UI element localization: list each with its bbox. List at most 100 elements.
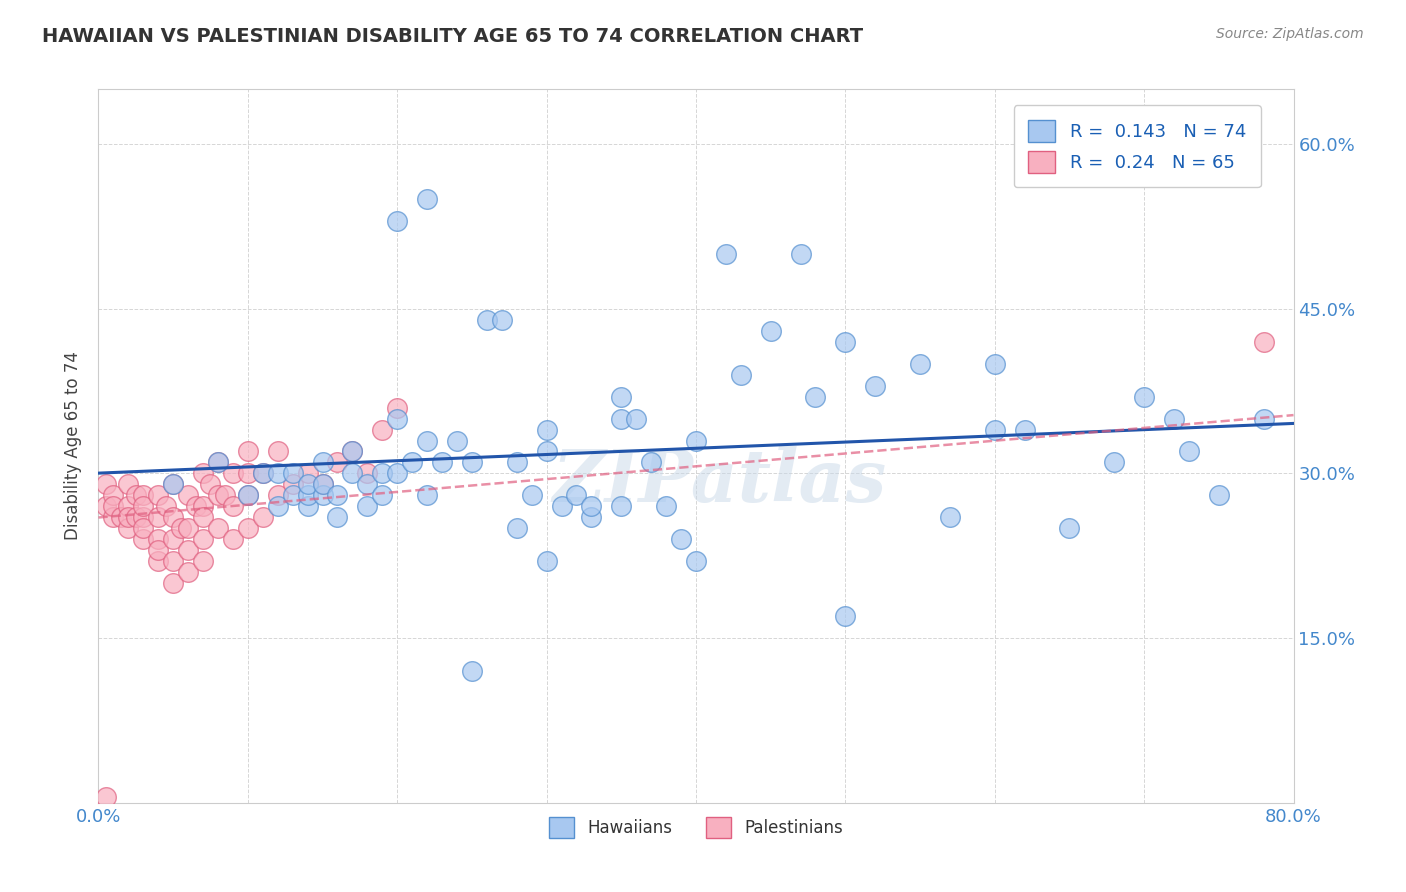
Point: [342, 444, 364, 458]
Point: [385, 467, 409, 481]
Point: [581, 510, 603, 524]
Legend: Hawaiians, Palestinians: Hawaiians, Palestinians: [543, 811, 849, 845]
Point: [1104, 455, 1126, 469]
Point: [446, 434, 468, 448]
Point: [162, 477, 184, 491]
Point: [177, 521, 200, 535]
Point: [132, 488, 155, 502]
Point: [177, 543, 200, 558]
Point: [1133, 390, 1156, 404]
Point: [222, 533, 245, 547]
Point: [655, 500, 678, 514]
Point: [1059, 521, 1081, 535]
Point: [125, 488, 148, 502]
Point: [550, 500, 572, 514]
Point: [311, 455, 333, 469]
Point: [371, 467, 394, 481]
Point: [1253, 334, 1275, 349]
Point: [94, 790, 117, 805]
Point: [214, 488, 236, 502]
Point: [103, 488, 125, 502]
Point: [356, 477, 378, 491]
Text: Source: ZipAtlas.com: Source: ZipAtlas.com: [1216, 27, 1364, 41]
Point: [117, 477, 139, 491]
Point: [281, 488, 304, 502]
Point: [236, 467, 259, 481]
Point: [162, 533, 184, 547]
Point: [311, 477, 333, 491]
Point: [311, 488, 333, 502]
Point: [326, 510, 349, 524]
Point: [207, 488, 229, 502]
Point: [184, 500, 207, 514]
Point: [191, 554, 214, 568]
Point: [297, 488, 319, 502]
Point: [177, 488, 200, 502]
Point: [536, 444, 558, 458]
Point: [326, 488, 349, 502]
Point: [132, 500, 155, 514]
Point: [162, 477, 184, 491]
Point: [297, 477, 319, 491]
Point: [342, 444, 364, 458]
Point: [834, 609, 856, 624]
Point: [297, 500, 319, 514]
Point: [236, 488, 259, 502]
Point: [461, 664, 484, 678]
Point: [520, 488, 543, 502]
Point: [132, 533, 155, 547]
Point: [117, 500, 139, 514]
Point: [385, 411, 409, 425]
Point: [267, 444, 290, 458]
Point: [342, 467, 364, 481]
Y-axis label: Disability Age 65 to 74: Disability Age 65 to 74: [65, 351, 83, 541]
Point: [581, 500, 603, 514]
Point: [536, 423, 558, 437]
Point: [640, 455, 662, 469]
Point: [191, 533, 214, 547]
Point: [191, 467, 214, 481]
Point: [789, 247, 811, 261]
Point: [461, 455, 484, 469]
Point: [475, 312, 498, 326]
Point: [191, 510, 214, 524]
Point: [371, 488, 394, 502]
Point: [207, 455, 229, 469]
Point: [94, 500, 117, 514]
Point: [191, 500, 214, 514]
Point: [416, 434, 439, 448]
Point: [536, 554, 558, 568]
Point: [356, 500, 378, 514]
Point: [297, 467, 319, 481]
Point: [385, 401, 409, 415]
Point: [730, 368, 752, 382]
Point: [626, 411, 648, 425]
Point: [169, 521, 191, 535]
Point: [267, 467, 290, 481]
Point: [311, 477, 333, 491]
Point: [177, 566, 200, 580]
Point: [610, 411, 633, 425]
Point: [222, 500, 245, 514]
Point: [207, 521, 229, 535]
Point: [103, 500, 125, 514]
Point: [714, 247, 737, 261]
Point: [162, 576, 184, 591]
Point: [430, 455, 453, 469]
Point: [281, 467, 304, 481]
Point: [267, 500, 290, 514]
Point: [155, 500, 177, 514]
Point: [506, 521, 529, 535]
Point: [385, 214, 409, 228]
Point: [236, 444, 259, 458]
Point: [252, 467, 274, 481]
Point: [148, 554, 170, 568]
Point: [117, 521, 139, 535]
Point: [207, 455, 229, 469]
Point: [162, 554, 184, 568]
Point: [1208, 488, 1230, 502]
Point: [834, 334, 856, 349]
Point: [103, 510, 125, 524]
Point: [94, 477, 117, 491]
Point: [148, 543, 170, 558]
